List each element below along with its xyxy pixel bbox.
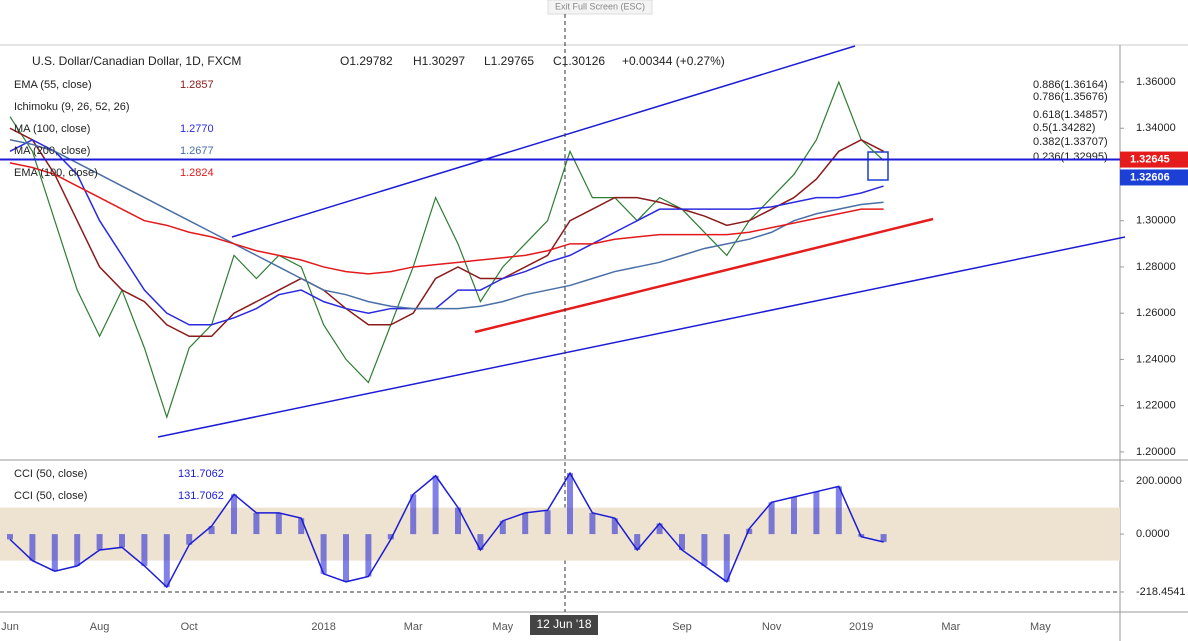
series-line [9,139,884,310]
y-tick-label: 1.36000 [1136,76,1176,88]
price-tag-label: 1.32606 [1130,171,1170,183]
price-tag [1120,169,1188,186]
x-tick-label: Jun [1,621,19,633]
legend-name: CCI (50, close) [14,468,87,480]
series-line [9,138,884,326]
series-line [9,162,884,275]
crosshair-tag [530,615,598,635]
fib-label: 0.886(1.36164) [1033,79,1108,91]
open: O1.29782 [340,54,393,68]
y-tick-label: 0.0000 [1136,528,1170,540]
x-tick-label: May [1030,621,1051,633]
y-tick-label: 1.24000 [1136,353,1176,365]
legend-value: 131.7062 [178,468,224,480]
symbol: U.S. Dollar/Canadian Dollar, 1D, FXCM [32,54,241,68]
exit-text[interactable]: Exit Full Screen (ESC) [555,1,645,11]
change: +0.00344 (+0.27%) [622,54,725,68]
close: C1.30126 [553,54,605,68]
header: U.S. Dollar/Canadian Dollar, 1D, FXCM O1… [14,54,725,113]
x-tick-label: Aug [90,621,110,633]
y-tick-label: 1.22000 [1136,400,1176,412]
legend-value: 1.2677 [180,145,214,157]
legend-name: MA (200, close) [14,145,90,157]
x-tick-label: 2019 [849,621,873,633]
x-tick-label: Mar [941,621,960,633]
legend-name: EMA (100, close) [14,167,98,179]
legend-value: 1.2857 [180,79,214,91]
y-tick-label: 1.28000 [1136,261,1176,273]
low: L1.29765 [484,54,534,68]
exit-button[interactable] [547,0,653,15]
y-tick-label: 1.30000 [1136,215,1176,227]
x-tick-label: Oct [181,621,198,633]
price-tag-label: 1.32645 [1130,153,1170,165]
cci-line [9,471,884,589]
drawings [0,14,1126,612]
legend-value: 131.7062 [178,490,224,502]
x-tick-label: Sep [672,621,692,633]
y-tick-label: 1.34000 [1136,122,1176,134]
legend-name: MA (100, close) [14,123,90,135]
highlight-box [867,151,889,181]
legend-name: CCI (50, close) [14,490,87,502]
series-line [9,127,884,338]
legend-value: 1.2770 [180,123,214,135]
price-tag [1120,151,1188,168]
x-tick-label: Mar [404,621,423,633]
fib-label: 0.236(1.32995) [1033,151,1108,163]
y-tick-label: -218.4541 [1136,586,1186,598]
fib-label: 0.382(1.33707) [1033,136,1108,148]
y-tick-label: 200.0000 [1136,475,1182,487]
legend-name: EMA (55, close) [14,79,92,91]
x-tick-label: May [492,621,513,633]
support-line [474,217,934,334]
high: H1.30297 [413,54,465,68]
series-line [9,80,885,420]
x-tick-label: Nov [762,621,782,633]
ichimoku: Ichimoku (9, 26, 52, 26) [14,101,130,113]
fib-label: 0.786(1.35676) [1033,91,1108,103]
y-tick-label: 1.20000 [1136,446,1176,458]
y-tick-label: 1.26000 [1136,307,1176,319]
channel-top [231,45,856,238]
channel-bottom [157,236,1126,438]
fib-label: 0.5(1.34282) [1033,122,1095,134]
x-tick-label: 2018 [311,621,335,633]
fib-label: 0.618(1.34857) [1033,109,1108,121]
crosshair-label: 12 Jun '18 [536,617,591,631]
fib: 0.886(1.36164) 0.786(1.35676) 0.618(1.34… [1033,79,1108,163]
legend-value: 1.2824 [180,167,214,179]
